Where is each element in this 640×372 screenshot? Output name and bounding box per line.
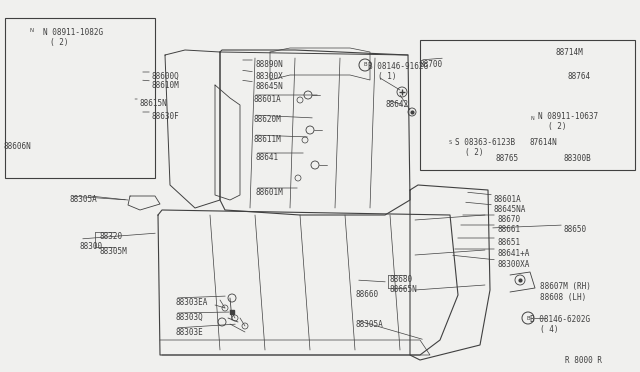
Text: 87614N: 87614N [530,138,557,147]
Text: 88650: 88650 [564,225,587,234]
Text: 88665N: 88665N [390,285,418,294]
Text: 88670: 88670 [497,215,520,224]
Text: 88645NA: 88645NA [494,205,526,214]
Text: 88320: 88320 [100,232,123,241]
Text: 88607M (RH): 88607M (RH) [540,282,591,291]
Text: 88611M: 88611M [253,135,281,144]
Text: B: B [526,315,530,321]
Text: 88601A: 88601A [253,95,281,104]
Text: 88651: 88651 [497,238,520,247]
Text: B: B [363,62,367,67]
Text: N: N [530,115,534,121]
Text: 88645N: 88645N [255,82,283,91]
Text: 88641+A: 88641+A [497,249,529,258]
Text: 88300XA: 88300XA [497,260,529,269]
Text: 88303EA: 88303EA [175,298,207,307]
Text: ( 2): ( 2) [50,38,68,47]
Bar [420,40,635,170]
Text: 88641: 88641 [255,153,278,162]
Text: N: N [30,28,34,32]
Text: 88680: 88680 [390,275,413,284]
Text: ( 4): ( 4) [540,325,559,334]
Text: 88610M: 88610M [152,81,180,90]
Text: 88305M: 88305M [100,247,128,256]
Text: 88601A: 88601A [494,195,522,204]
Text: 88890N: 88890N [255,60,283,69]
Text: ( 2): ( 2) [548,122,566,131]
Text: B 08146-6202G: B 08146-6202G [530,315,590,324]
Text: 88661: 88661 [497,225,520,234]
Text: N 08911-10637: N 08911-10637 [538,112,598,121]
Text: 88764: 88764 [567,72,590,81]
Bar [5,18,155,178]
Text: 88300X: 88300X [255,72,283,81]
Text: B 08146-9162G: B 08146-9162G [368,62,428,71]
Text: 88765: 88765 [496,154,519,163]
Text: 88615N: 88615N [140,99,168,108]
Text: 88305A: 88305A [70,195,98,204]
Text: 88642: 88642 [386,100,409,109]
Text: S: S [449,140,452,144]
Text: N 08911-1082G: N 08911-1082G [43,28,103,37]
Text: 88608 (LH): 88608 (LH) [540,293,586,302]
Text: 88700: 88700 [420,60,443,69]
Text: 88714M: 88714M [556,48,584,57]
Text: 88630F: 88630F [152,112,180,121]
Text: 88300B: 88300B [564,154,592,163]
Text: 88300: 88300 [80,242,103,251]
Text: ( 2): ( 2) [465,148,483,157]
Text: 88601M: 88601M [255,188,283,197]
Text: 88303E: 88303E [175,328,203,337]
Text: 88606N: 88606N [4,142,32,151]
Text: ( 1): ( 1) [378,72,397,81]
Text: 88600Q: 88600Q [152,72,180,81]
Text: 88620M: 88620M [253,115,281,124]
Text: R 8000 R: R 8000 R [565,356,602,365]
Text: 88303Q: 88303Q [175,313,203,322]
Text: 88660: 88660 [356,290,379,299]
Text: 88305A: 88305A [356,320,384,329]
Text: S 08363-6123B: S 08363-6123B [455,138,515,147]
